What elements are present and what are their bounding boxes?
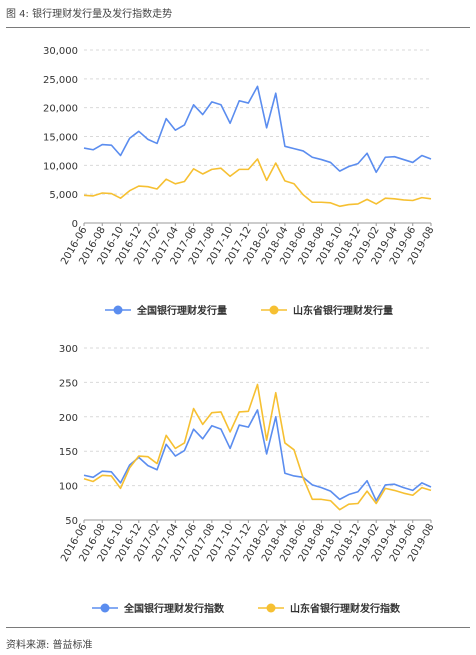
legend-marker-icon xyxy=(113,305,123,315)
legend-label: 山东省银行理财发行指数 xyxy=(290,602,401,615)
legend-item-national: 全国银行理财发行指数 xyxy=(92,602,225,615)
y-tick-label: 300 xyxy=(59,344,78,355)
series-line-national xyxy=(83,409,432,502)
y-tick-label: 250 xyxy=(59,378,78,389)
y-tick-label: 50 xyxy=(65,516,78,527)
y-tick-label: 5,000 xyxy=(49,190,78,201)
y-tick-label: 0 xyxy=(72,219,78,230)
legend-item-shandong: 山东省银行理财发行量 xyxy=(261,304,393,317)
y-tick-label: 30,000 xyxy=(43,46,78,57)
y-tick-label: 25,000 xyxy=(43,75,78,86)
legend-label: 全国银行理财发行量 xyxy=(136,304,227,317)
legend-marker-icon xyxy=(100,603,110,613)
legend-item-national: 全国银行理财发行量 xyxy=(105,304,227,317)
issuance-volume-chart: 05,00010,00015,00020,00025,00030,0002016… xyxy=(43,46,437,317)
series-line-national xyxy=(83,85,432,174)
series-line-shandong xyxy=(83,158,432,208)
top-rule xyxy=(6,27,470,28)
figure-title: 图 4: 银行理财发行量及发行指数走势 xyxy=(6,9,173,20)
y-tick-label: 20,000 xyxy=(43,104,78,115)
issuance-index-chart: 501001502002503002016-062016-082016-1020… xyxy=(59,344,437,615)
y-tick-label: 200 xyxy=(59,413,78,424)
y-tick-label: 10,000 xyxy=(43,161,78,172)
legend-label: 山东省银行理财发行量 xyxy=(293,304,393,317)
legend-marker-icon xyxy=(266,603,276,613)
y-tick-label: 15,000 xyxy=(43,133,78,144)
source-note: 资料来源: 普益标准 xyxy=(6,640,93,651)
legend-item-shandong: 山东省银行理财发行指数 xyxy=(258,602,401,615)
y-tick-label: 150 xyxy=(59,447,78,458)
legend-label: 全国银行理财发行指数 xyxy=(123,602,225,615)
series-line-shandong xyxy=(83,383,432,511)
legend-marker-icon xyxy=(269,305,279,315)
bottom-rule xyxy=(6,627,470,628)
y-tick-label: 100 xyxy=(59,482,78,493)
